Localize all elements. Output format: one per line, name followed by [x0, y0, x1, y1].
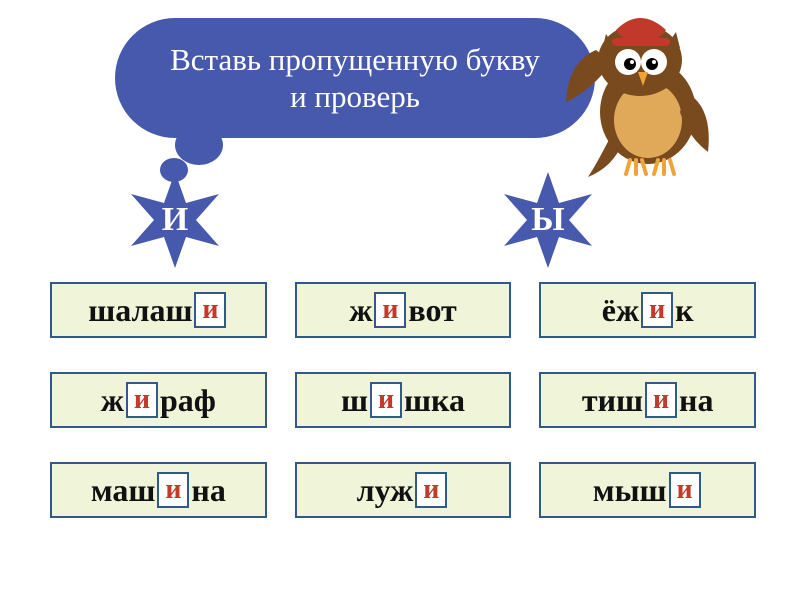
- choice-star-i-label: И: [162, 201, 188, 239]
- instruction-line1: Вставь пропущенную букву: [170, 41, 540, 78]
- answer-box: и: [669, 472, 701, 508]
- word-prefix: ж: [349, 292, 372, 329]
- word-suffix: на: [191, 472, 225, 509]
- word-suffix: шка: [404, 382, 465, 419]
- answer-box: и: [641, 292, 673, 328]
- answer-box: и: [645, 382, 677, 418]
- word-prefix: ж: [101, 382, 124, 419]
- word-card[interactable]: мыши: [539, 462, 756, 518]
- word-prefix: маш: [91, 472, 156, 509]
- answer-box: и: [415, 472, 447, 508]
- word-card[interactable]: жираф: [50, 372, 267, 428]
- word-card[interactable]: шалаши: [50, 282, 267, 338]
- choice-star-y-label: Ы: [531, 201, 564, 239]
- instruction-line2: и проверь: [290, 78, 420, 115]
- answer-box: и: [374, 292, 406, 328]
- word-suffix: на: [679, 382, 713, 419]
- word-card[interactable]: тишина: [539, 372, 756, 428]
- word-card[interactable]: шишка: [295, 372, 512, 428]
- word-prefix: шалаш: [88, 292, 192, 329]
- answer-box: и: [126, 382, 158, 418]
- bubble-tail-1: [175, 125, 223, 165]
- word-prefix: тиш: [582, 382, 643, 419]
- word-prefix: ш: [341, 382, 368, 419]
- word-card[interactable]: машина: [50, 462, 267, 518]
- word-card[interactable]: лужи: [295, 462, 512, 518]
- choice-star-y[interactable]: Ы: [498, 170, 598, 270]
- word-prefix: мыш: [593, 472, 667, 509]
- word-card[interactable]: ёжик: [539, 282, 756, 338]
- choice-star-i[interactable]: И: [125, 170, 225, 270]
- word-prefix: ёж: [602, 292, 639, 329]
- word-card[interactable]: живот: [295, 282, 512, 338]
- word-prefix: луж: [357, 472, 414, 509]
- word-grid: шалашиживотёжикжирафшишкатишинамашиналуж…: [50, 282, 756, 518]
- answer-box: и: [157, 472, 189, 508]
- word-suffix: к: [675, 292, 693, 329]
- word-suffix: вот: [408, 292, 456, 329]
- instruction-bubble: Вставь пропущенную букву и проверь: [115, 18, 595, 138]
- owl-character: [558, 12, 718, 182]
- word-suffix: раф: [160, 382, 216, 419]
- answer-box: и: [194, 292, 226, 328]
- answer-box: и: [370, 382, 402, 418]
